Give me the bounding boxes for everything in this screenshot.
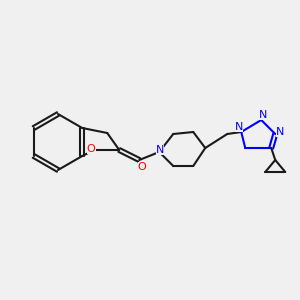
Text: N: N bbox=[276, 127, 284, 137]
Text: N: N bbox=[235, 122, 243, 132]
Text: N: N bbox=[259, 110, 267, 120]
Text: O: O bbox=[138, 162, 147, 172]
Text: N: N bbox=[156, 145, 164, 155]
Text: O: O bbox=[87, 144, 96, 154]
